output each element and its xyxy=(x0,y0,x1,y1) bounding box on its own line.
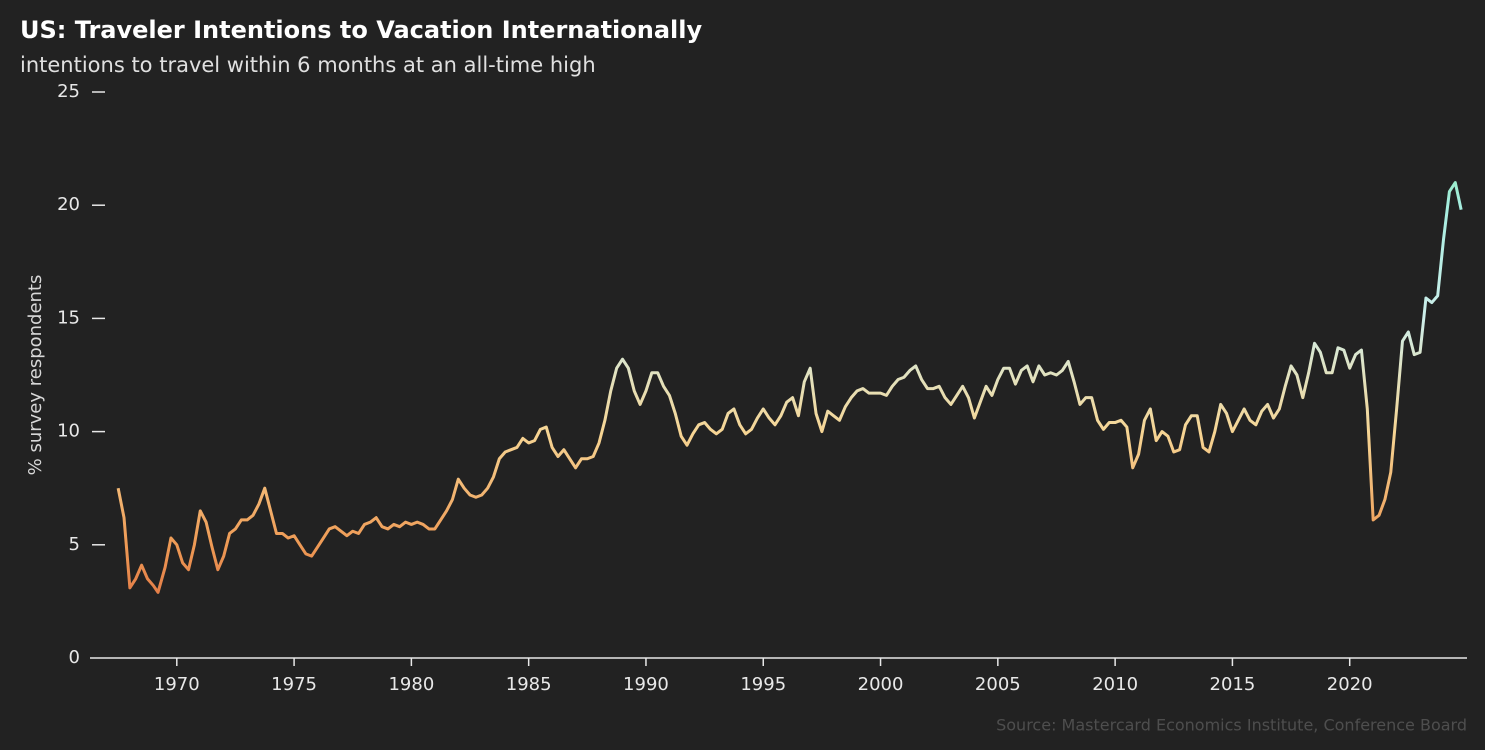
y-tick-label: 5 xyxy=(69,534,80,555)
x-tick-label: 2000 xyxy=(858,674,904,695)
y-axis-label: % survey respondents xyxy=(25,275,46,476)
y-tick-label: 15 xyxy=(57,307,80,328)
x-tick-label: 2020 xyxy=(1327,674,1373,695)
chart-title: US: Traveler Intentions to Vacation Inte… xyxy=(20,16,703,44)
y-tick-label: 25 xyxy=(57,81,80,102)
x-tick-label: 2010 xyxy=(1092,674,1138,695)
data-line xyxy=(116,181,1463,594)
x-tick-label: 2015 xyxy=(1210,674,1256,695)
y-tick-label: 20 xyxy=(57,194,80,215)
y-tick-label: 10 xyxy=(57,421,80,442)
y-tick-label: 0 xyxy=(69,647,80,668)
x-tick-label: 1985 xyxy=(506,674,552,695)
x-tick-label: 1980 xyxy=(388,674,434,695)
source-note: Source: Mastercard Economics Institute, … xyxy=(996,716,1467,735)
x-tick-label: 1995 xyxy=(740,674,786,695)
x-tick-label: 1970 xyxy=(154,674,200,695)
chart-subtitle: intentions to travel within 6 months at … xyxy=(20,53,596,77)
x-tick-label: 2005 xyxy=(975,674,1021,695)
x-tick-label: 1975 xyxy=(271,674,317,695)
x-tick-label: 1990 xyxy=(623,674,669,695)
